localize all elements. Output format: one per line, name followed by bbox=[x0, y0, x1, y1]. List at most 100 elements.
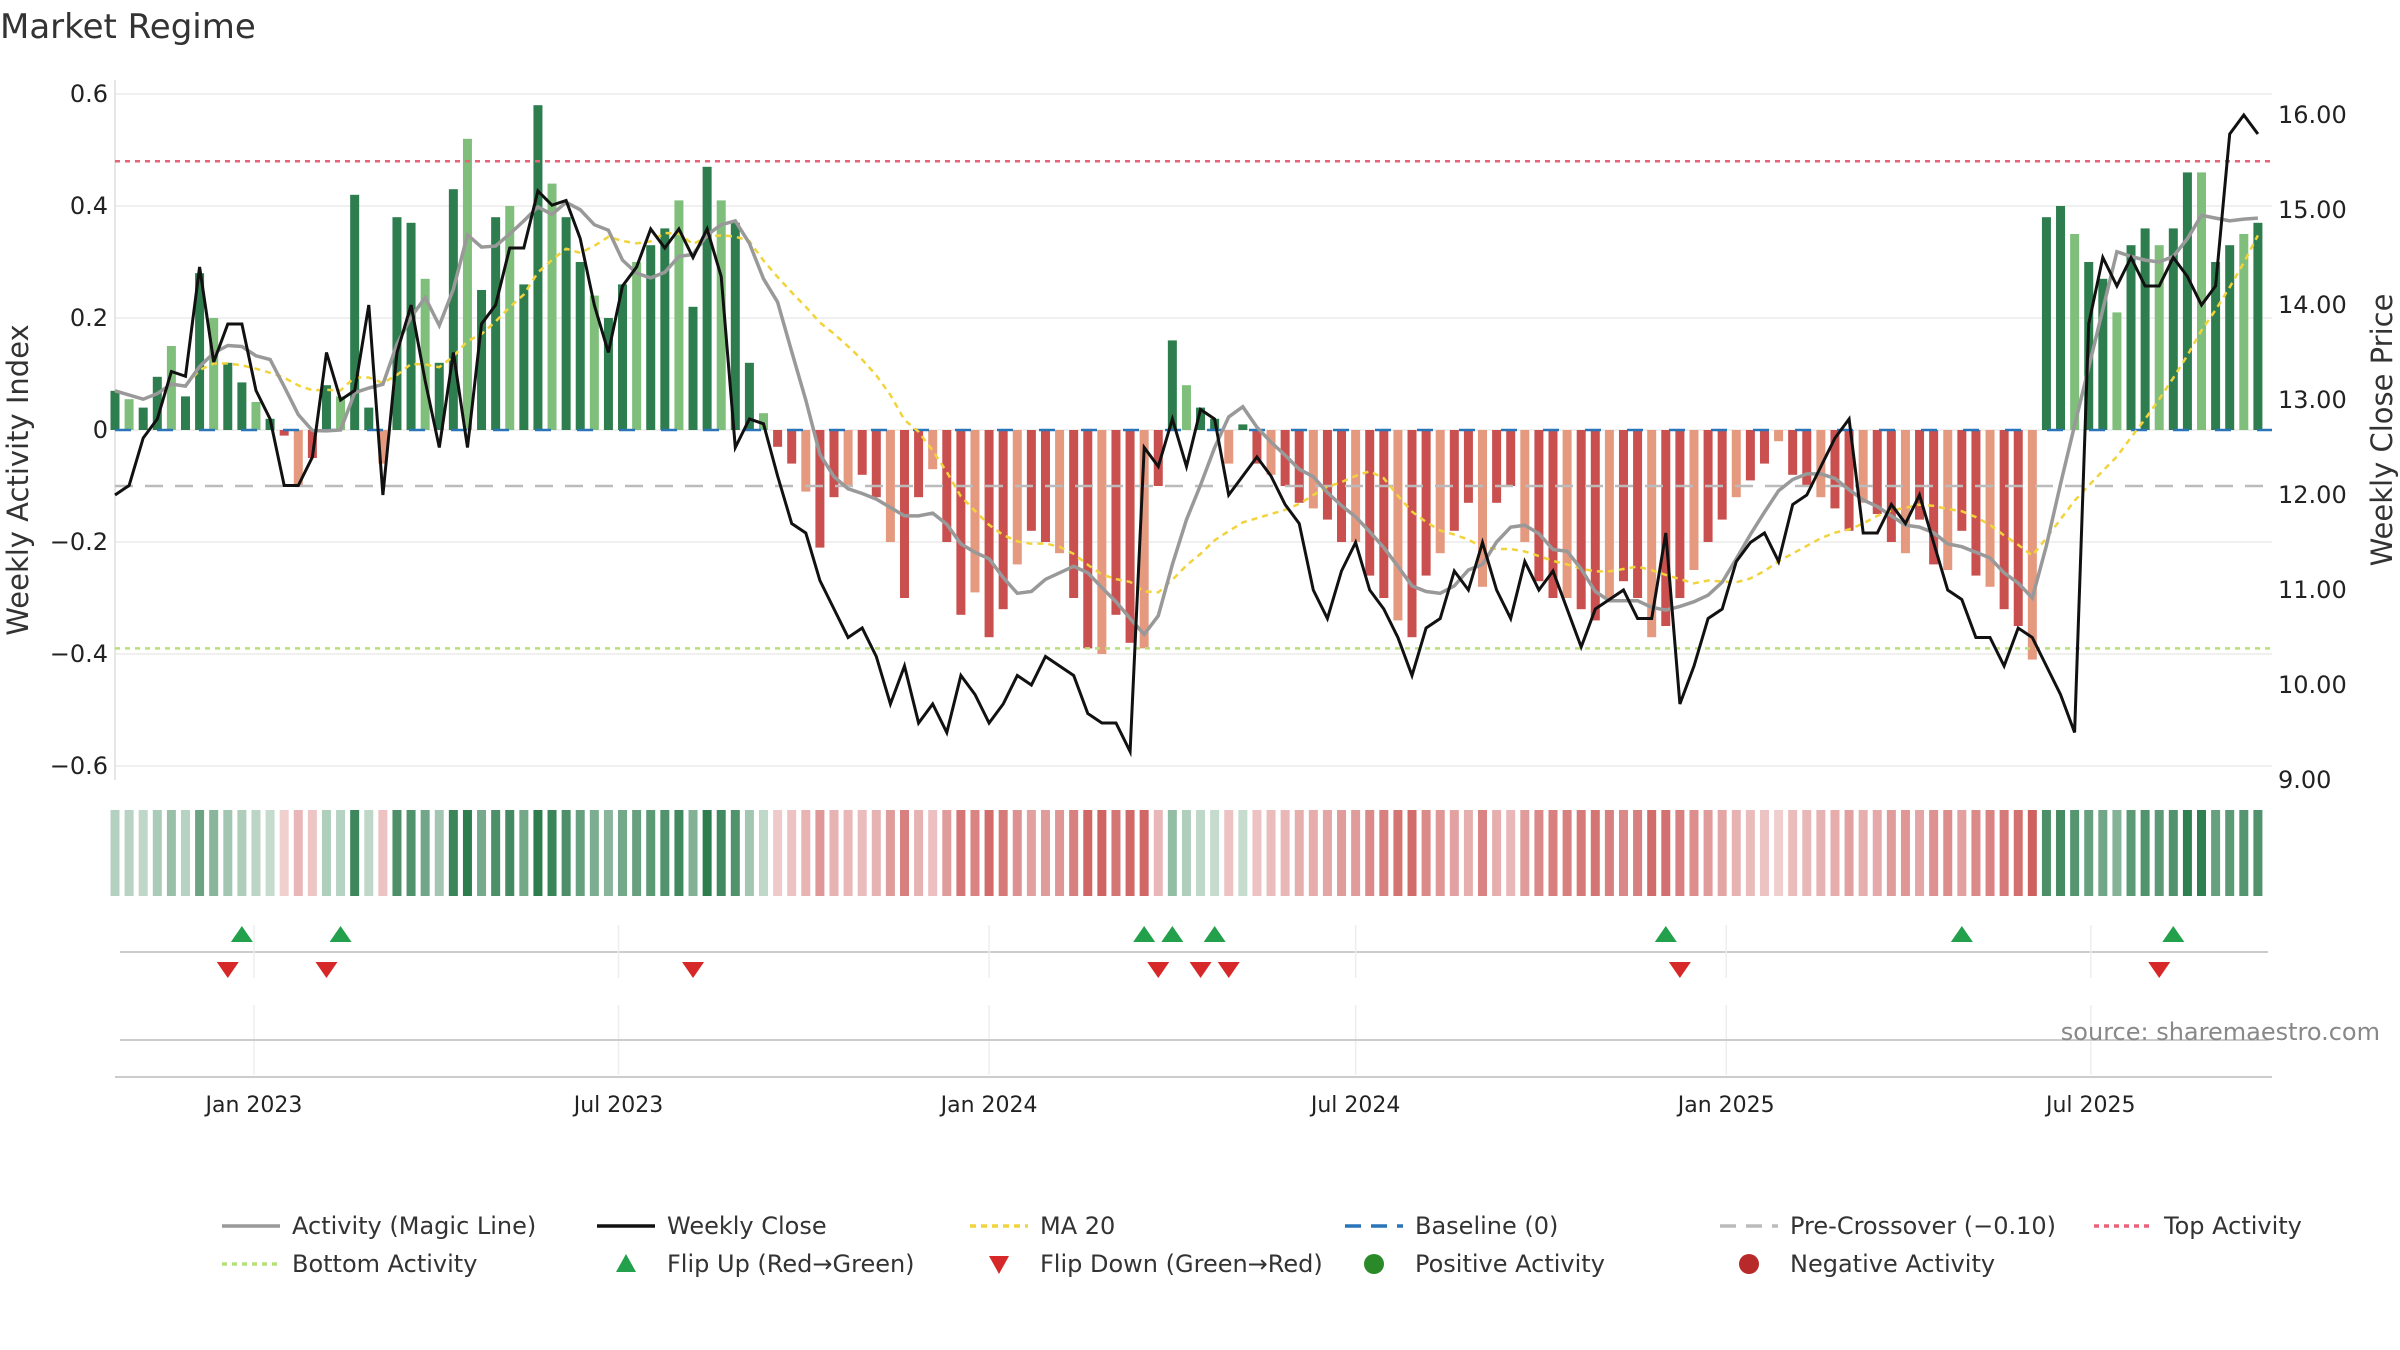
flip-up-marker bbox=[1203, 926, 1226, 942]
activity-bar bbox=[477, 290, 487, 430]
regime-cell bbox=[730, 810, 740, 896]
activity-bar bbox=[321, 385, 331, 430]
activity-bar bbox=[1111, 430, 1121, 615]
activity-bar bbox=[618, 284, 628, 430]
y-tick-label: 0 bbox=[93, 416, 108, 444]
y2-axis-ticks: 16.00 15.00 14.00 13.00 12.00 11.00 10.00 9.00 bbox=[2278, 101, 2347, 794]
activity-bar bbox=[195, 273, 205, 430]
activity-bar bbox=[744, 362, 754, 430]
y2-axis-label: Weekly Close Price bbox=[2365, 294, 2399, 567]
activity-bar bbox=[1929, 430, 1939, 565]
regime-cell bbox=[209, 810, 219, 896]
regime-cell bbox=[237, 810, 247, 896]
activity-bar bbox=[1083, 430, 1093, 649]
activity-bar bbox=[1802, 430, 1812, 486]
activity-bar bbox=[1492, 430, 1502, 503]
regime-cell bbox=[773, 810, 783, 896]
activity-bar bbox=[279, 430, 289, 436]
activity-bar bbox=[462, 138, 472, 431]
activity-bar bbox=[1280, 430, 1290, 486]
regime-cell bbox=[533, 810, 543, 896]
regime-cell bbox=[1083, 810, 1093, 896]
activity-bar bbox=[1322, 430, 1332, 520]
regime-cell bbox=[1478, 810, 1488, 896]
flip-up-marker bbox=[1654, 926, 1677, 942]
activity-bar bbox=[759, 413, 769, 430]
activity-bar bbox=[378, 430, 388, 464]
activity-bar bbox=[519, 284, 529, 430]
regime-cell bbox=[392, 810, 402, 896]
regime-cell bbox=[1900, 810, 1910, 896]
regime-cell bbox=[1407, 810, 1417, 896]
regime-cell bbox=[674, 810, 684, 896]
y2-tick-label: 16.00 bbox=[2278, 101, 2347, 129]
regime-cell bbox=[928, 810, 938, 896]
regime-cell bbox=[1435, 810, 1445, 896]
activity-bar bbox=[1774, 430, 1784, 442]
regime-cell bbox=[1971, 810, 1981, 896]
activity-bar bbox=[1421, 430, 1431, 576]
regime-cell bbox=[1703, 810, 1713, 896]
regime-cell bbox=[2084, 810, 2094, 896]
regime-cell bbox=[1040, 810, 1050, 896]
activity-bar bbox=[589, 295, 599, 430]
activity-bar bbox=[942, 430, 952, 542]
activity-bar bbox=[1478, 430, 1488, 587]
activity-bar bbox=[293, 430, 303, 486]
regime-cell bbox=[1266, 810, 1276, 896]
activity-bar bbox=[1196, 407, 1206, 430]
regime-cell bbox=[632, 810, 642, 896]
regime-cell bbox=[801, 810, 811, 896]
activity-bar bbox=[1999, 430, 2009, 610]
activity-bar bbox=[406, 222, 416, 430]
regime-cell bbox=[660, 810, 670, 896]
regime-cell bbox=[336, 810, 346, 896]
y2-tick-label: 12.00 bbox=[2278, 481, 2347, 509]
regime-cell bbox=[603, 810, 613, 896]
activity-bar bbox=[632, 262, 642, 430]
regime-cell bbox=[1337, 810, 1347, 896]
regime-cell bbox=[1844, 810, 1854, 896]
activity-bar bbox=[1069, 430, 1079, 598]
regime-cell bbox=[321, 810, 331, 896]
activity-bar bbox=[505, 206, 515, 430]
activity-bar bbox=[702, 166, 712, 431]
regime-cell bbox=[505, 810, 515, 896]
activity-bar bbox=[2154, 245, 2164, 430]
regime-cell bbox=[575, 810, 585, 896]
activity-bar bbox=[1830, 430, 1840, 509]
regime-cell bbox=[2182, 810, 2192, 896]
activity-bar bbox=[956, 430, 966, 615]
activity-bar bbox=[1943, 430, 1953, 570]
activity-bar bbox=[1463, 430, 1473, 503]
activity-bar bbox=[1125, 430, 1135, 643]
activity-bar bbox=[2126, 245, 2136, 430]
regime-cell bbox=[1393, 810, 1403, 896]
activity-bar bbox=[984, 430, 994, 638]
activity-bar bbox=[2182, 172, 2192, 430]
activity-bar bbox=[180, 396, 190, 430]
legend-swatch bbox=[616, 1254, 636, 1272]
regime-cell bbox=[1210, 810, 1220, 896]
regime-strip bbox=[110, 810, 2263, 896]
regime-cell bbox=[914, 810, 924, 896]
y2-tick-label: 11.00 bbox=[2278, 576, 2347, 604]
flip-up-marker bbox=[1161, 926, 1184, 942]
legend-swatch bbox=[1739, 1254, 1759, 1274]
regime-cell bbox=[787, 810, 797, 896]
y2-tick-label: 14.00 bbox=[2278, 291, 2347, 319]
flip-up-marker bbox=[230, 926, 253, 942]
regime-cell bbox=[2253, 810, 2263, 896]
legend-label: Activity (Magic Line) bbox=[292, 1212, 536, 1240]
activity-bar bbox=[2056, 206, 2066, 430]
regime-cell bbox=[491, 810, 501, 896]
regime-cell bbox=[2027, 810, 2037, 896]
regime-cell bbox=[1012, 810, 1022, 896]
regime-cell bbox=[1618, 810, 1628, 896]
activity-bar bbox=[2070, 234, 2080, 430]
regime-cell bbox=[618, 810, 628, 896]
activity-bar bbox=[843, 430, 853, 486]
activity-bar bbox=[857, 430, 867, 475]
activity-bar bbox=[928, 430, 938, 470]
activity-bar bbox=[646, 245, 656, 430]
